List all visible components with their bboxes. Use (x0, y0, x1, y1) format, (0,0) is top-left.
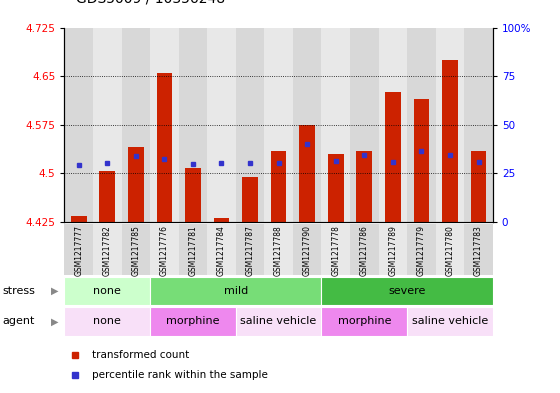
Bar (207, 28, 236, 222)
Bar (236, 28, 264, 222)
Text: GSM1217782: GSM1217782 (102, 225, 112, 276)
Bar (436, 224, 464, 275)
Bar (264, 28, 293, 222)
Text: GSM1217788: GSM1217788 (274, 225, 283, 276)
Text: GDS5009 / 10356248: GDS5009 / 10356248 (76, 0, 225, 6)
Text: none: none (94, 316, 121, 327)
Bar (93, 28, 122, 222)
Text: GSM1217784: GSM1217784 (217, 225, 226, 276)
Bar (242, 176, 258, 222)
Text: percentile rank within the sample: percentile rank within the sample (92, 370, 268, 380)
Bar (122, 28, 150, 222)
Text: transformed count: transformed count (92, 350, 189, 360)
Bar (436, 28, 464, 222)
Bar (122, 224, 150, 275)
Bar (379, 224, 407, 275)
Bar (407, 224, 436, 275)
Bar (236, 224, 264, 275)
Bar (321, 307, 407, 336)
Bar (64, 307, 150, 336)
Text: saline vehicle: saline vehicle (412, 316, 488, 327)
Text: GSM1217790: GSM1217790 (302, 225, 312, 276)
Text: none: none (94, 286, 121, 296)
Bar (293, 224, 321, 275)
Text: GSM1217787: GSM1217787 (245, 225, 255, 276)
Bar (179, 28, 207, 222)
Bar (293, 28, 321, 222)
Bar (150, 277, 321, 305)
Bar (93, 224, 122, 275)
Bar (64, 28, 93, 222)
Text: GSM1217778: GSM1217778 (331, 225, 340, 276)
Bar (150, 224, 179, 275)
Bar (64, 224, 93, 275)
Text: GSM1217780: GSM1217780 (445, 225, 455, 276)
Bar (270, 151, 287, 222)
Bar (407, 28, 436, 222)
Bar (379, 28, 407, 222)
Bar (470, 151, 487, 222)
Bar (179, 224, 207, 275)
Text: morphine: morphine (338, 316, 391, 327)
Text: GSM1217779: GSM1217779 (417, 225, 426, 276)
Text: ▶: ▶ (52, 316, 59, 327)
Text: morphine: morphine (166, 316, 220, 327)
Bar (442, 60, 458, 222)
Bar (128, 147, 144, 222)
Text: GSM1217786: GSM1217786 (360, 225, 369, 276)
Bar (464, 224, 493, 275)
Bar (150, 307, 236, 336)
Bar (236, 307, 321, 336)
Text: stress: stress (3, 286, 36, 296)
Bar (264, 224, 293, 275)
Bar (321, 28, 350, 222)
Bar (385, 92, 401, 222)
Bar (64, 277, 150, 305)
Bar (328, 154, 344, 222)
Text: GSM1217783: GSM1217783 (474, 225, 483, 276)
Bar (156, 73, 172, 222)
Bar (185, 168, 201, 222)
Text: GSM1217777: GSM1217777 (74, 225, 83, 276)
Text: mild: mild (223, 286, 248, 296)
Text: GSM1217776: GSM1217776 (160, 225, 169, 276)
Bar (413, 99, 430, 222)
Bar (71, 216, 87, 222)
Text: GSM1217789: GSM1217789 (388, 225, 398, 276)
Text: GSM1217785: GSM1217785 (131, 225, 141, 276)
Bar (350, 224, 379, 275)
Bar (407, 307, 493, 336)
Bar (150, 28, 179, 222)
Text: saline vehicle: saline vehicle (240, 316, 317, 327)
Text: ▶: ▶ (52, 286, 59, 296)
Bar (356, 151, 372, 222)
Bar (321, 277, 493, 305)
Text: agent: agent (3, 316, 35, 327)
Bar (299, 125, 315, 222)
Bar (99, 171, 115, 222)
Text: severe: severe (389, 286, 426, 296)
Bar (350, 28, 379, 222)
Bar (213, 217, 230, 222)
Bar (321, 224, 350, 275)
Bar (207, 224, 236, 275)
Text: GSM1217781: GSM1217781 (188, 225, 198, 276)
Bar (464, 28, 493, 222)
